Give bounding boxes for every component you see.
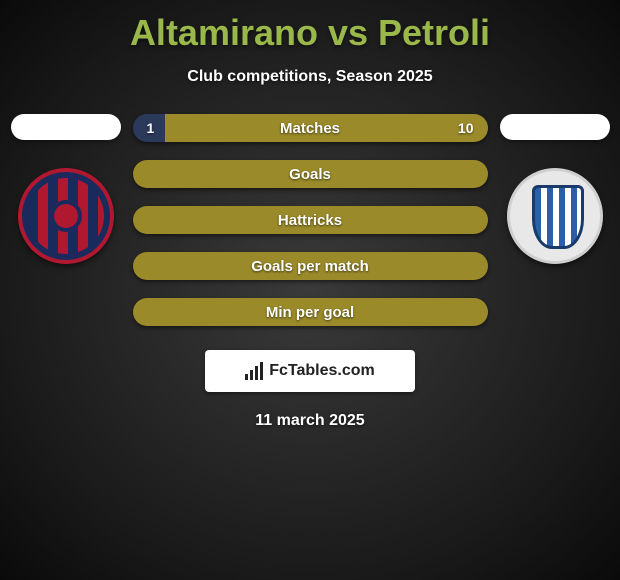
hattricks-label: Hattricks [133,212,488,229]
player-right-pill [500,114,610,140]
matches-right-value: 10 [458,120,474,136]
bar-goals: Goals [133,160,488,188]
club-crest-left [18,168,114,264]
brand-badge: FcTables.com [205,350,415,392]
subtitle: Club competitions, Season 2025 [0,68,620,86]
club-crest-right [507,168,603,264]
bars-icon [245,362,263,380]
gpm-label: Goals per match [133,258,488,275]
page-title: Altamirano vs Petroli [0,0,620,54]
bar-hattricks: Hattricks [133,206,488,234]
bar-gpm: Goals per match [133,252,488,280]
matches-label: Matches [133,120,488,137]
mpg-label: Min per goal [133,304,488,321]
date-text: 11 march 2025 [0,412,620,430]
comparison-panel: 1 Matches 10 Goals Hattricks Goals per m… [0,114,620,326]
player-left-pill [11,114,121,140]
goals-label: Goals [133,166,488,183]
player-right [500,114,610,264]
player-left [11,114,121,264]
brand-text: FcTables.com [269,362,375,380]
bar-mpg: Min per goal [133,298,488,326]
bar-matches: 1 Matches 10 [133,114,488,142]
stat-bars: 1 Matches 10 Goals Hattricks Goals per m… [133,114,488,326]
